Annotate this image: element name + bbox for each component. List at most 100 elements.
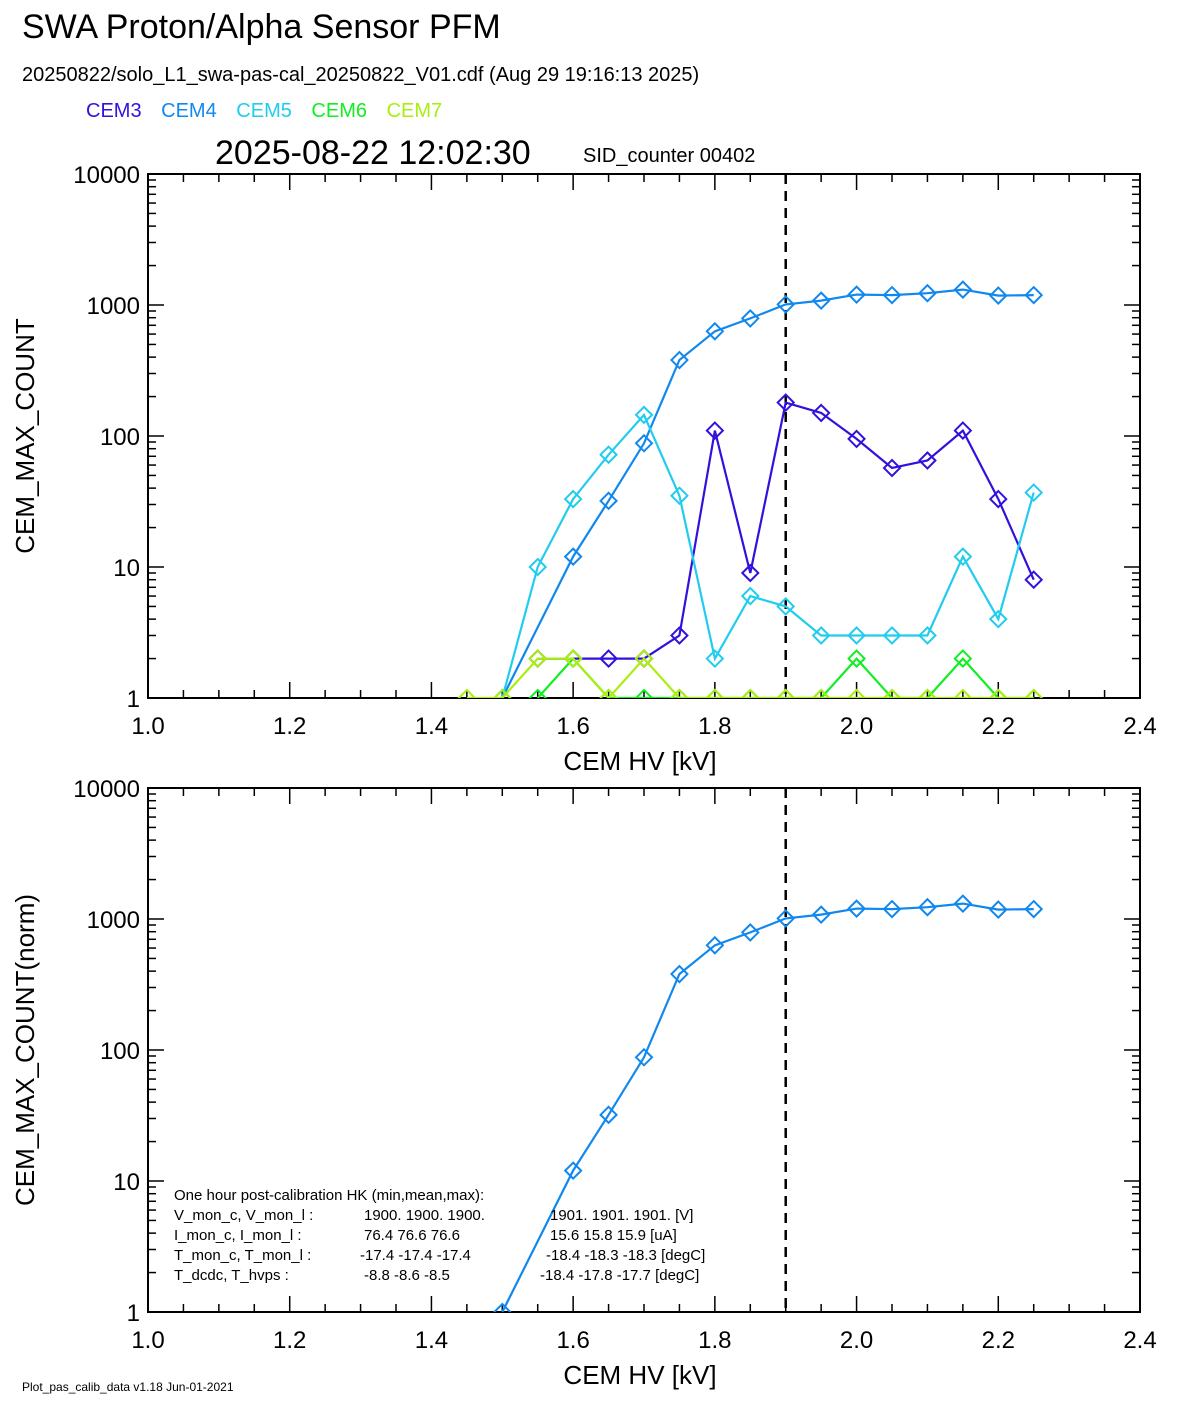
data-point-cem4 (953, 280, 973, 300)
data-point-cem7 (528, 649, 548, 668)
data-point-cem4 (634, 433, 654, 453)
data-point-cem7 (811, 688, 831, 698)
hk-row-label: T_mon_c, T_mon_l : (174, 1247, 311, 1264)
data-point-cem7 (882, 688, 902, 698)
x-tick-label: 1.0 (131, 713, 164, 740)
x-tick-label: 1.2 (273, 1327, 306, 1354)
data-point-cem4 (563, 1161, 583, 1181)
series-line-cem3 (537, 401, 1035, 660)
series-group (492, 894, 1044, 1312)
y-tick-label: 10000 (73, 162, 140, 189)
series-line-cem6 (536, 656, 1034, 698)
hk-row-c-values: -17.4 -17.4 -17.4 (360, 1247, 471, 1264)
hk-row-l-values: -18.4 -17.8 -17.7 [degC] (540, 1267, 699, 1284)
data-point-cem5 (918, 626, 937, 645)
data-point-cem4 (670, 350, 689, 370)
data-point-cem4 (953, 894, 973, 914)
data-point-cem7 (776, 688, 796, 698)
data-point-cem7 (634, 649, 654, 668)
data-point-cem3 (918, 451, 937, 470)
legend-entry-cem3: CEM3 (86, 100, 142, 122)
data-point-cem5 (634, 405, 654, 425)
data-point-cem6 (847, 649, 866, 668)
hk-row-c-values: 76.4 76.6 76.6 (364, 1227, 460, 1244)
data-point-cem4 (740, 922, 760, 942)
hk-box: One hour post-calibration HK (min,mean,m… (174, 1187, 705, 1284)
data-point-cem4 (811, 905, 831, 925)
data-point-cem7 (953, 688, 973, 698)
data-point-cem3 (740, 563, 760, 583)
data-point-cem7 (988, 688, 1008, 698)
y-tick-label: 100 (100, 424, 140, 451)
hk-title: One hour post-calibration HK (min,mean,m… (174, 1187, 484, 1204)
y-tick-label: 10000 (73, 776, 140, 803)
data-point-cem7 (457, 688, 477, 698)
data-point-cem4 (776, 295, 796, 314)
x-axis-title: CEM HV [kV] (563, 1360, 716, 1390)
data-point-cem6 (953, 649, 973, 668)
data-point-cem3 (953, 421, 973, 440)
y-tick-label: 10 (113, 555, 140, 582)
data-point-cem4 (705, 321, 725, 341)
hk-row-label: T_dcdc, T_hvps : (174, 1267, 289, 1284)
x-tick-label: 2.0 (840, 713, 873, 740)
x-tick-label: 2.4 (1123, 713, 1156, 740)
bottom-plot: 1.0 1.2 1.4 1.6 1.8 2.0 2.2 2.4 1 10 100 1000 10000 C… (10, 776, 1157, 1390)
series-group (457, 280, 1044, 698)
data-point-cem5 (847, 626, 866, 645)
y-tick-label: 10 (113, 1169, 140, 1196)
series-line-cem4 (501, 902, 1034, 1312)
data-point-cem4 (599, 1105, 618, 1125)
data-point-cem4 (670, 964, 689, 984)
data-point-cem6 (634, 688, 654, 698)
data-point-cem5 (599, 445, 618, 465)
data-point-cem5 (953, 547, 973, 567)
data-point-cem4 (882, 899, 902, 919)
x-tick-label: 1.4 (415, 1327, 448, 1354)
data-point-cem7 (918, 688, 937, 698)
data-point-cem3 (670, 626, 689, 645)
x-tick-label: 1.0 (131, 1327, 164, 1354)
data-point-cem3 (811, 403, 831, 423)
y-tick-label: 1000 (87, 293, 140, 320)
y-tick-label: 1000 (87, 907, 140, 934)
x-tick-label: 2.0 (840, 1327, 873, 1354)
data-point-cem6 (528, 688, 548, 698)
hk-row-label: I_mon_c, I_mon_l : (174, 1227, 302, 1244)
data-point-cem5 (882, 626, 902, 645)
footer-version: Plot_pas_calib_data v1.18 Jun-01-2021 (22, 1380, 234, 1394)
y-tick-label: 1 (127, 686, 140, 713)
data-point-cem4 (918, 897, 937, 917)
x-tick-label: 2.2 (982, 713, 1015, 740)
data-point-cem3 (988, 489, 1008, 509)
data-point-cem4 (776, 909, 796, 928)
data-point-cem4 (918, 283, 937, 303)
data-point-cem5 (563, 489, 583, 509)
x-axis-title: CEM HV [kV] (563, 746, 716, 776)
data-point-cem3 (1024, 570, 1044, 590)
hk-row-l-values: 1901. 1901. 1901. [V] (550, 1207, 693, 1224)
series-line-cem7 (466, 656, 1034, 698)
x-tick-label: 1.6 (556, 1327, 589, 1354)
data-point-cem4 (563, 547, 583, 567)
legend-entry-cem7: CEM7 (386, 100, 443, 122)
data-point-cem7 (563, 649, 583, 668)
hk-row-l-values: 15.6 15.8 15.9 [uA] (550, 1227, 677, 1244)
data-point-cem4 (988, 900, 1008, 919)
chart-title: SWA Proton/Alpha Sensor PFM (22, 8, 501, 46)
hk-row-l-values: -18.4 -18.3 -18.3 [degC] (546, 1247, 705, 1264)
x-tick-label: 2.2 (982, 1327, 1015, 1354)
data-point-cem4 (740, 308, 760, 328)
y-axis-title: CEM_MAX_COUNT(norm) (10, 894, 40, 1206)
data-point-cem5 (1024, 483, 1044, 502)
data-point-cem4 (705, 935, 725, 955)
data-point-cem5 (670, 486, 689, 506)
data-point-cem5 (776, 597, 796, 616)
hk-row-c-values: 1900. 1900. 1900. (364, 1207, 485, 1224)
data-point-cem4 (811, 291, 831, 311)
sid-counter: SID_counter 00402 (583, 145, 756, 167)
data-point-cem7 (705, 688, 725, 698)
data-point-cem4 (882, 285, 902, 305)
data-point-cem7 (599, 688, 618, 698)
